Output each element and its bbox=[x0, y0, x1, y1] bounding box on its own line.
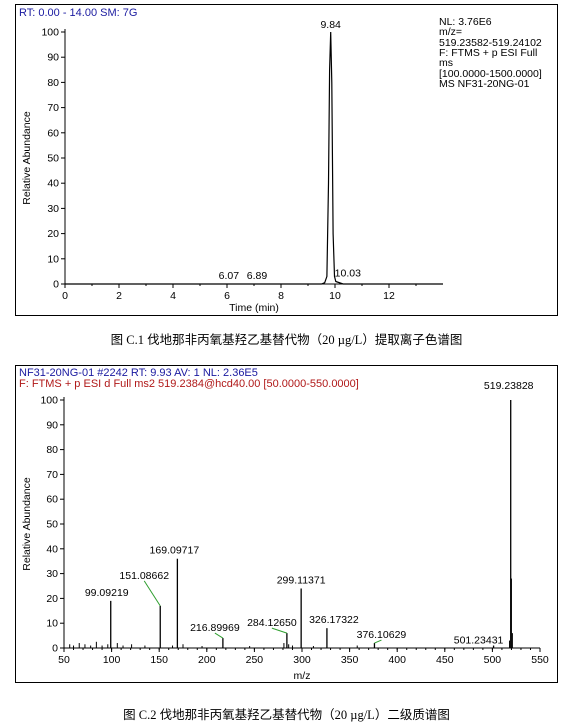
y-tick-label: 80 bbox=[46, 444, 58, 456]
x-tick-label: 2 bbox=[116, 290, 122, 302]
chromatogram-header: RT: 0.00 - 14.00 SM: 7G bbox=[19, 7, 138, 19]
y-tick-label: 70 bbox=[47, 102, 59, 114]
spectrum-header-scan: NF31-20NG-01 #2242 RT: 9.93 AV: 1 NL: 2.… bbox=[19, 367, 258, 379]
y-tick-label: 0 bbox=[52, 643, 58, 655]
chromatogram-panel: RT: 0.00 - 14.00 SM: 7G NL: 3.76E6 m/z= 51… bbox=[15, 4, 558, 316]
y-tick-label: 90 bbox=[47, 52, 59, 64]
peak-label: 376.10629 bbox=[357, 629, 407, 641]
peak-label: 6.89 bbox=[247, 270, 268, 282]
y-tick-label: 50 bbox=[47, 153, 59, 165]
x-axis-title: m/z bbox=[294, 670, 311, 682]
x-tick-label: 300 bbox=[293, 654, 311, 666]
x-tick-label: 100 bbox=[103, 654, 121, 666]
y-tick-label: 60 bbox=[46, 494, 58, 506]
y-tick-label: 80 bbox=[47, 77, 59, 89]
info-line: ms bbox=[439, 57, 453, 70]
x-tick-label: 10 bbox=[329, 290, 341, 302]
x-tick-label: 400 bbox=[388, 654, 406, 666]
peak-label-leader bbox=[271, 627, 288, 634]
y-axis-title: Relative Abundance bbox=[21, 477, 33, 571]
y-tick-label: 70 bbox=[46, 469, 58, 481]
x-tick-label: 6 bbox=[224, 290, 230, 302]
info-line: MS NF31-20NG-01 bbox=[439, 77, 530, 90]
x-tick-label: 500 bbox=[484, 654, 502, 666]
y-tick-label: 30 bbox=[46, 568, 58, 580]
y-tick-label: 20 bbox=[47, 228, 59, 240]
y-tick-label: 100 bbox=[40, 395, 58, 407]
spectrum-plot: 0 10 20 30 40 50 60 70 80 90 100 50 100 150 200 250 300 3… bbox=[21, 380, 549, 682]
peak-label: 169.09717 bbox=[150, 545, 200, 557]
y-tick-label: 10 bbox=[46, 618, 58, 630]
peak-label: 151.08662 bbox=[119, 570, 169, 582]
x-tick-label: 8 bbox=[278, 290, 284, 302]
info-line: [100.0000-1500.0000] bbox=[439, 67, 542, 80]
x-tick-label: 12 bbox=[383, 290, 395, 302]
x-tick-label: 4 bbox=[170, 290, 176, 302]
info-line: F: FTMS + p ESI Full bbox=[439, 46, 538, 59]
x-tick-label: 0 bbox=[62, 290, 68, 302]
peak-label: 6.07 bbox=[219, 270, 240, 282]
peak-label: 99.09219 bbox=[85, 587, 129, 599]
x-tick-label: 550 bbox=[531, 654, 549, 666]
y-tick-label: 30 bbox=[47, 203, 59, 215]
peak-label: 519.23828 bbox=[484, 380, 534, 392]
y-tick-label: 50 bbox=[46, 519, 58, 531]
peak-label-leader bbox=[214, 632, 224, 639]
figure-caption-c2: 图 C.2 伐地那非丙氧基羟乙基替代物（20 µg/L）二级质谱图 bbox=[123, 708, 450, 722]
y-axis-title: Relative Abundance bbox=[21, 111, 33, 205]
peak-label: 284.12650 bbox=[247, 617, 297, 629]
info-line: 519.23582-519.24102 bbox=[439, 36, 542, 49]
chromatogram-plot: 0 10 20 30 40 50 60 70 80 90 100 0 2 4 6 8 10 12 Relative … bbox=[21, 19, 443, 314]
y-tick-label: 100 bbox=[41, 27, 59, 39]
y-tick-label: 20 bbox=[46, 593, 58, 605]
y-tick-label: 0 bbox=[53, 279, 59, 291]
chromatogram-trace bbox=[65, 31, 443, 285]
y-tick-label: 60 bbox=[47, 127, 59, 139]
x-tick-label: 250 bbox=[246, 654, 264, 666]
x-tick-label: 200 bbox=[198, 654, 216, 666]
peak-label: 501.23431 bbox=[454, 635, 504, 647]
peak-label-leader bbox=[143, 580, 161, 607]
y-tick-label: 40 bbox=[46, 543, 58, 555]
peak-label: 10.03 bbox=[335, 267, 361, 279]
peak-label-leader bbox=[374, 639, 382, 644]
peak-label: 326.17322 bbox=[309, 614, 359, 626]
y-tick-label: 40 bbox=[47, 178, 59, 190]
spectrum-panel: NF31-20NG-01 #2242 RT: 9.93 AV: 1 NL: 2.… bbox=[15, 365, 558, 683]
x-tick-label: 350 bbox=[341, 654, 359, 666]
peak-label: 299.11371 bbox=[277, 574, 326, 586]
y-tick-label: 10 bbox=[47, 253, 59, 265]
info-line: m/z= bbox=[439, 26, 463, 39]
peak-label: 216.89969 bbox=[190, 622, 240, 634]
x-axis-title: Time (min) bbox=[229, 302, 279, 314]
x-tick-label: 450 bbox=[436, 654, 454, 666]
y-tick-label: 90 bbox=[46, 419, 58, 431]
x-tick-label: 50 bbox=[58, 654, 70, 666]
info-line: NL: 3.76E6 bbox=[439, 16, 492, 28]
peak-label: 9.84 bbox=[320, 19, 341, 31]
x-tick-label: 150 bbox=[150, 654, 168, 666]
figure-caption-c1: 图 C.1 伐地那非丙氧基羟乙基替代物（20 µg/L）提取离子色谱图 bbox=[110, 333, 463, 347]
spectrum-header-filter: F: FTMS + p ESI d Full ms2 519.2384@hcd4… bbox=[19, 378, 359, 390]
